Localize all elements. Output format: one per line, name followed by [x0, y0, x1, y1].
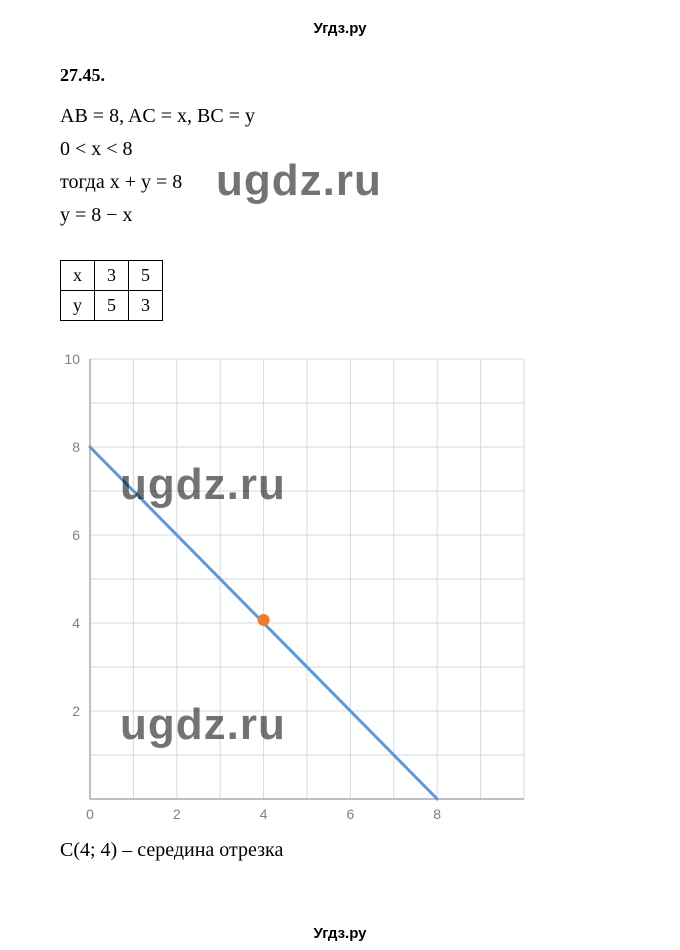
problem-number: 27.45. [60, 65, 620, 86]
math-line-1: AB = 8, AC = x, BC = y [60, 100, 620, 133]
table-row: x 3 5 [61, 261, 163, 291]
site-header-label: Угдз.ру [60, 20, 620, 37]
line-chart: 0 2 4 6 8 2 4 6 8 10 [54, 349, 534, 829]
math-line-2: 0 < x < 8 [60, 133, 620, 166]
table-cell: 3 [129, 291, 163, 321]
site-footer-label: Угдз.ру [0, 925, 680, 942]
math-line-3: тогда x + y = 8 [60, 166, 620, 199]
svg-text:8: 8 [433, 806, 441, 822]
svg-text:4: 4 [72, 615, 80, 631]
svg-text:0: 0 [86, 806, 94, 822]
xy-table: x 3 5 y 5 3 [60, 260, 163, 321]
svg-text:6: 6 [72, 527, 80, 543]
svg-text:8: 8 [72, 439, 80, 455]
svg-text:10: 10 [64, 351, 80, 367]
answer-text: C(4; 4) – середина отрезка [60, 839, 620, 862]
svg-text:4: 4 [260, 806, 268, 822]
table-cell: 3 [95, 261, 129, 291]
math-line-4: y = 8 − x [60, 199, 620, 232]
svg-text:2: 2 [72, 703, 80, 719]
table-cell: 5 [95, 291, 129, 321]
svg-text:6: 6 [347, 806, 355, 822]
table-cell: x [61, 261, 95, 291]
table-cell: 5 [129, 261, 163, 291]
table-cell: y [61, 291, 95, 321]
svg-text:2: 2 [173, 806, 181, 822]
table-row: y 5 3 [61, 291, 163, 321]
